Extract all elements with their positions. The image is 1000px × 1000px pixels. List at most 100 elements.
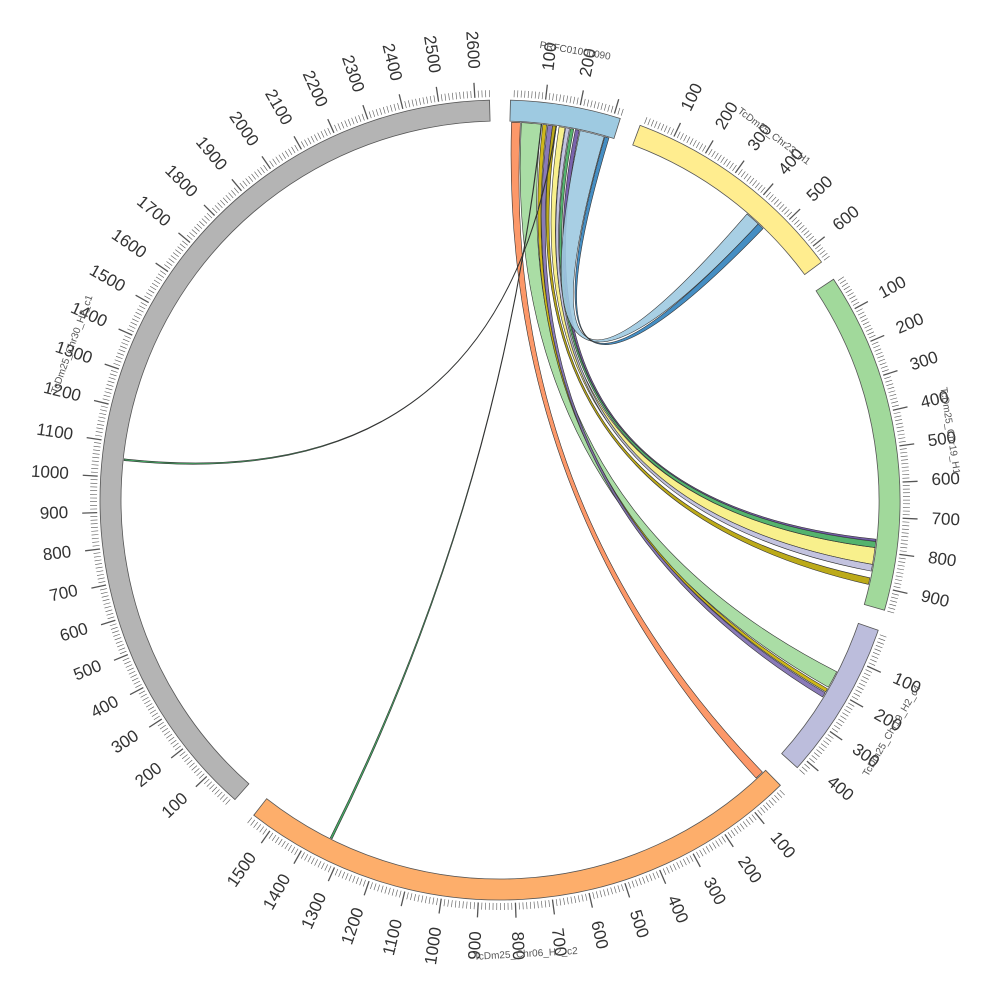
- minor-tick: [859, 314, 867, 319]
- link-ribbon: [541, 124, 826, 698]
- tick-label: 1500: [86, 261, 128, 296]
- minor-tick: [901, 462, 909, 465]
- major-tick: [260, 830, 271, 844]
- minor-tick: [138, 690, 146, 695]
- minor-tick: [100, 409, 107, 412]
- minor-tick: [817, 247, 824, 252]
- minor-tick: [650, 119, 655, 127]
- chromosome-label-chr23: TcDm25_Chr23_H1: [735, 106, 812, 168]
- minor-tick: [177, 246, 184, 252]
- minor-tick: [899, 448, 907, 450]
- minor-tick: [901, 459, 909, 461]
- major-tick: [293, 850, 302, 864]
- tick-label: 1000: [421, 926, 445, 966]
- minor-tick: [827, 734, 834, 739]
- minor-tick: [377, 884, 380, 892]
- major-tick: [870, 334, 885, 342]
- tick-label: 400: [824, 772, 858, 805]
- minor-tick: [256, 824, 262, 831]
- major-tick: [892, 406, 908, 411]
- minor-tick: [334, 124, 338, 132]
- minor-tick: [871, 341, 879, 345]
- minor-tick: [642, 876, 646, 884]
- minor-tick: [284, 150, 290, 157]
- minor-tick: [104, 391, 112, 394]
- minor-tick: [459, 91, 461, 99]
- minor-tick: [745, 819, 751, 825]
- tick-label: 100: [875, 272, 909, 302]
- minor-tick: [418, 97, 421, 105]
- minor-tick: [172, 252, 179, 258]
- minor-tick: [228, 192, 234, 199]
- tick-label: 100: [158, 789, 192, 822]
- minor-tick: [415, 98, 418, 106]
- minor-tick: [201, 218, 208, 224]
- tick-label: 100: [677, 80, 706, 114]
- major-tick: [261, 156, 272, 170]
- minor-tick: [124, 335, 131, 339]
- minor-tick: [563, 897, 565, 905]
- tick-label: 700: [548, 927, 571, 958]
- major-tick: [754, 811, 765, 825]
- minor-tick: [137, 308, 144, 313]
- major-tick: [762, 183, 774, 196]
- minor-tick: [712, 842, 717, 849]
- minor-tick: [100, 591, 108, 595]
- minor-tick: [424, 896, 427, 904]
- minor-tick: [771, 797, 777, 804]
- minor-tick: [804, 763, 810, 769]
- major-tick: [129, 687, 144, 696]
- minor-tick: [428, 896, 431, 904]
- minor-tick: [144, 295, 151, 300]
- minor-tick: [127, 667, 134, 672]
- minor-tick: [211, 786, 218, 793]
- minor-tick: [884, 376, 892, 379]
- minor-tick: [652, 872, 656, 880]
- minor-tick: [117, 352, 124, 356]
- major-tick: [400, 891, 406, 907]
- minor-tick: [774, 794, 780, 801]
- minor-tick: [723, 158, 728, 165]
- minor-tick: [689, 138, 694, 145]
- minor-tick: [470, 91, 472, 99]
- minor-tick: [794, 219, 800, 225]
- minor-tick: [773, 199, 779, 205]
- minor-tick: [856, 308, 863, 313]
- minor-tick: [93, 555, 101, 558]
- minor-tick: [263, 164, 268, 171]
- minor-tick: [862, 321, 870, 326]
- minor-tick: [92, 541, 100, 543]
- tick-label: 200: [131, 758, 165, 790]
- minor-tick: [370, 882, 373, 890]
- minor-tick: [257, 169, 262, 176]
- minor-tick: [96, 427, 104, 430]
- minor-tick: [857, 311, 865, 316]
- minor-tick: [801, 766, 808, 772]
- minor-tick: [900, 539, 909, 541]
- minor-tick: [362, 879, 366, 887]
- major-tick: [327, 867, 336, 882]
- minor-tick: [470, 901, 472, 909]
- major-tick: [476, 902, 479, 918]
- minor-tick: [253, 821, 259, 828]
- tick-label: 400: [663, 892, 692, 926]
- minor-tick: [214, 205, 220, 211]
- minor-tick: [662, 868, 667, 876]
- minor-tick: [699, 143, 704, 150]
- minor-tick: [899, 550, 907, 552]
- minor-tick: [451, 900, 453, 908]
- minor-tick: [585, 893, 588, 901]
- minor-tick: [432, 897, 435, 905]
- minor-tick: [801, 227, 807, 233]
- ideogram-prfc: [509, 99, 621, 140]
- minor-tick: [347, 119, 352, 126]
- minor-tick: [868, 334, 876, 339]
- tick-label: 1100: [35, 420, 74, 444]
- minor-tick: [872, 652, 880, 656]
- minor-tick: [133, 315, 141, 319]
- major-tick: [613, 99, 620, 114]
- minor-tick: [98, 581, 106, 584]
- minor-tick: [149, 709, 157, 714]
- minor-tick: [91, 464, 99, 466]
- major-tick: [854, 300, 869, 310]
